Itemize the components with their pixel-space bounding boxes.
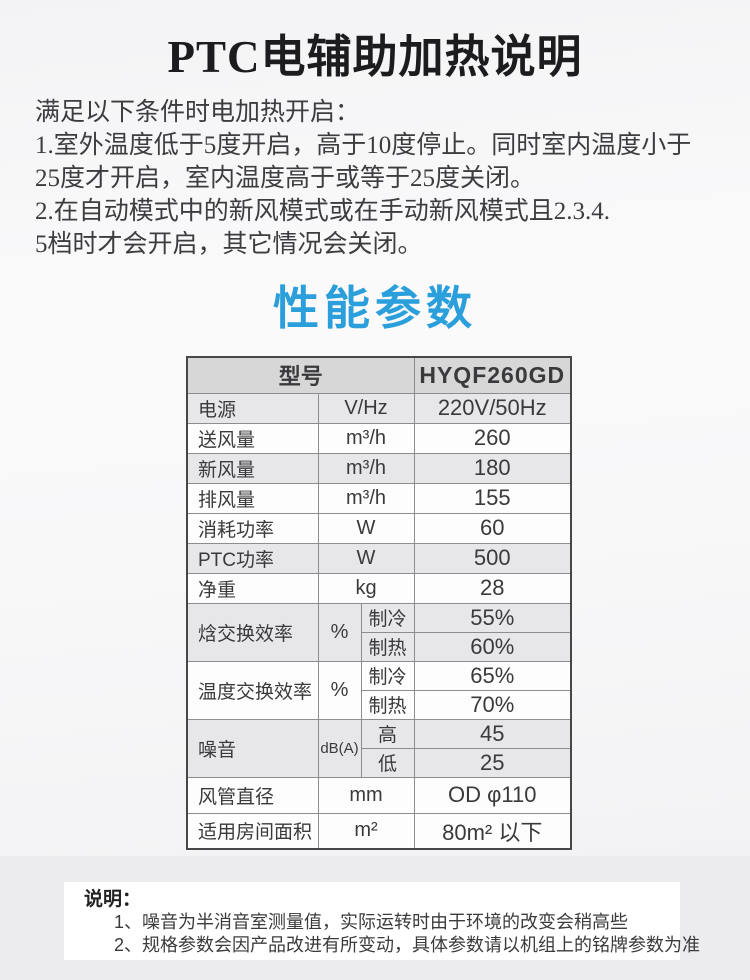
param-label: 焓交换效率 (186, 602, 319, 662)
section-heading-performance: 性能参数 (273, 282, 477, 334)
intro-line: 2.在自动模式中的新风模式或在手动新风模式且2.3.4. (35, 198, 611, 225)
row-enthalpy-exchange: 焓交换效率 % 制冷 55% (186, 602, 572, 662)
intro-line: 5档时才会开启，其它情况会关闭。 (35, 231, 423, 258)
param-value: 500 (413, 542, 572, 574)
row-room-area: 适用房间面积 m² 80m² 以下 (186, 812, 572, 850)
model-number: HYQF260GD (413, 356, 572, 394)
param-value: 28 (413, 572, 572, 604)
param-unit: % (317, 602, 362, 662)
param-value: 180 (413, 452, 572, 484)
sub-label-low: 低 (360, 747, 415, 778)
sub-label-heating: 制热 (360, 631, 415, 662)
param-value: 70% (413, 689, 572, 720)
param-unit: V/Hz (317, 392, 415, 424)
param-value: 80m² 以下 (413, 812, 572, 850)
row-net-weight: 净重 kg 28 (186, 572, 572, 604)
notes-section: 说明： 1、噪音为半消音室测量值，实际运转时由于环境的改变会稍高些 2、规格参数… (0, 856, 750, 980)
param-label: 风管直径 (186, 776, 319, 814)
param-value: 25 (413, 747, 572, 778)
ptc-heating-description: 满足以下条件时电加热开启： 1.室外温度低于5度开启，高于10度停止。同时室内温… (35, 96, 735, 261)
row-fresh-air-volume: 新风量 m³/h 180 (186, 452, 572, 484)
param-label: 消耗功率 (186, 512, 319, 544)
spec-table: 型号 HYQF260GD 电源 V/Hz 220V/50Hz 送风量 m³/h … (186, 356, 572, 850)
row-noise: 噪音 dB(A) 高 45 (186, 718, 572, 778)
notes-box: 说明： 1、噪音为半消音室测量值，实际运转时由于环境的改变会稍高些 2、规格参数… (64, 882, 701, 960)
row-exhaust-air-volume: 排风量 m³/h 155 (186, 482, 572, 514)
sub-label-heating: 制热 (360, 689, 415, 720)
page-title: PTC电辅助加热说明 (167, 32, 583, 82)
row-supply-air-volume: 送风量 m³/h 260 (186, 422, 572, 454)
model-header-label: 型号 (186, 356, 415, 394)
param-label: 电源 (186, 392, 319, 424)
param-unit: kg (317, 572, 415, 604)
sub-label-cooling: 制冷 (360, 602, 415, 633)
param-value: 45 (413, 718, 572, 749)
table-header-row: 型号 HYQF260GD (186, 356, 572, 394)
param-value: 60 (413, 512, 572, 544)
sub-label-high: 高 (360, 718, 415, 749)
param-unit: m² (317, 812, 415, 850)
row-ptc-power: PTC功率 W 500 (186, 542, 572, 574)
param-value: 260 (413, 422, 572, 454)
row-enthalpy-exchange-heating: 制热 60% (187, 631, 572, 662)
param-unit: m³/h (317, 452, 415, 484)
row-duct-diameter: 风管直径 mm OD φ110 (186, 776, 572, 814)
row-temp-exchange-heating: 制热 70% (187, 689, 572, 720)
param-value: 155 (413, 482, 572, 514)
sub-label-cooling: 制冷 (360, 660, 415, 691)
param-unit: % (317, 660, 362, 720)
param-value: 60% (413, 631, 572, 662)
param-unit: dB(A) (317, 718, 362, 778)
param-unit: mm (317, 776, 415, 814)
note-item: 1、噪音为半消音室测量值，实际运转时由于环境的改变会稍高些 (114, 912, 629, 932)
param-unit: W (317, 542, 415, 574)
notes-heading: 说明： (84, 889, 142, 910)
param-label: 噪音 (186, 718, 319, 778)
param-label: 净重 (186, 572, 319, 604)
row-power-consumption: 消耗功率 W 60 (186, 512, 572, 544)
param-unit: W (317, 512, 415, 544)
param-value: 65% (413, 660, 572, 691)
param-label: 新风量 (186, 452, 319, 484)
param-label: 排风量 (186, 482, 319, 514)
note-item: 2、规格参数会因产品改进有所变动，具体参数请以机组上的铭牌参数为准 (114, 935, 701, 955)
param-unit: m³/h (317, 422, 415, 454)
intro-line: 满足以下条件时电加热开启： (35, 99, 361, 126)
param-value: OD φ110 (413, 776, 572, 814)
param-unit: m³/h (317, 482, 415, 514)
row-power-supply: 电源 V/Hz 220V/50Hz (186, 392, 572, 424)
row-temp-exchange: 温度交换效率 % 制冷 65% (186, 660, 572, 720)
intro-line: 25度才开启，室内温度高于或等于25度关闭。 (35, 165, 536, 192)
param-label: 温度交换效率 (186, 660, 319, 720)
param-value: 220V/50Hz (413, 392, 572, 424)
intro-line: 1.室外温度低于5度开启，高于10度停止。同时室内温度小于 (35, 132, 692, 159)
param-label: 送风量 (186, 422, 319, 454)
param-label: PTC功率 (186, 542, 319, 574)
param-value: 55% (413, 602, 572, 633)
param-label: 适用房间面积 (186, 812, 319, 850)
